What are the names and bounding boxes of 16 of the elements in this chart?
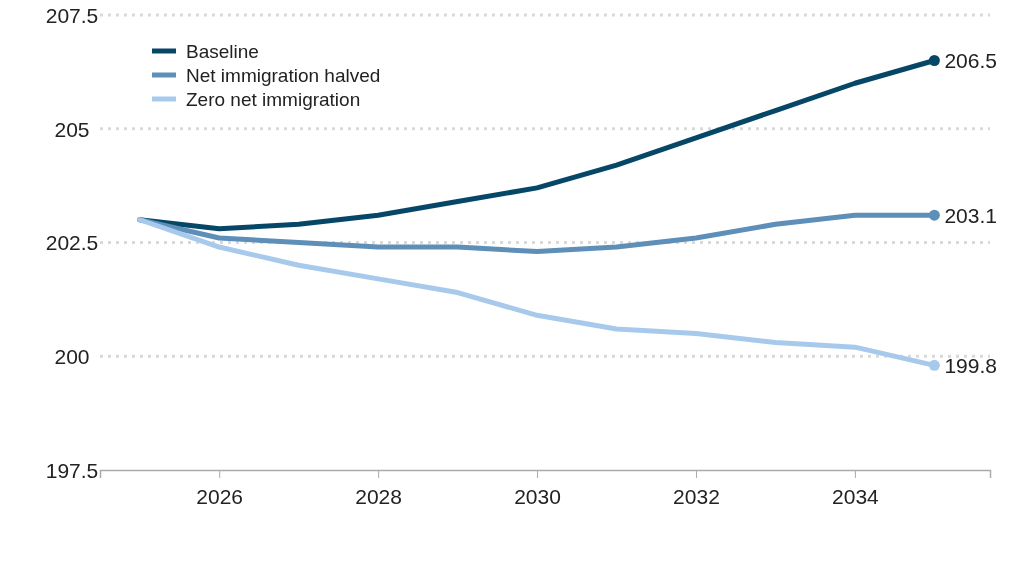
- y-tick-label: 202.5: [45, 231, 99, 255]
- legend-label: Baseline: [186, 40, 259, 62]
- x-tick-label: 2028: [355, 485, 402, 509]
- y-tick-label: 200: [54, 345, 90, 369]
- x-tick-label: 2030: [514, 485, 561, 509]
- data-label: 199.8: [944, 353, 997, 377]
- x-tick-label: 2026: [196, 485, 244, 509]
- y-tick-label: 197.5: [45, 458, 99, 482]
- data-label: 203.1: [944, 203, 997, 227]
- legend-label: Net immigration halved: [186, 64, 381, 86]
- legend-label: Zero net immigration: [186, 88, 361, 110]
- data-label: 206.5: [944, 48, 997, 72]
- x-tick-label: 2032: [673, 485, 720, 509]
- x-tick-label: 2034: [832, 485, 880, 509]
- y-tick-label: 207.5: [45, 3, 99, 27]
- y-tick-label: 205: [54, 117, 90, 141]
